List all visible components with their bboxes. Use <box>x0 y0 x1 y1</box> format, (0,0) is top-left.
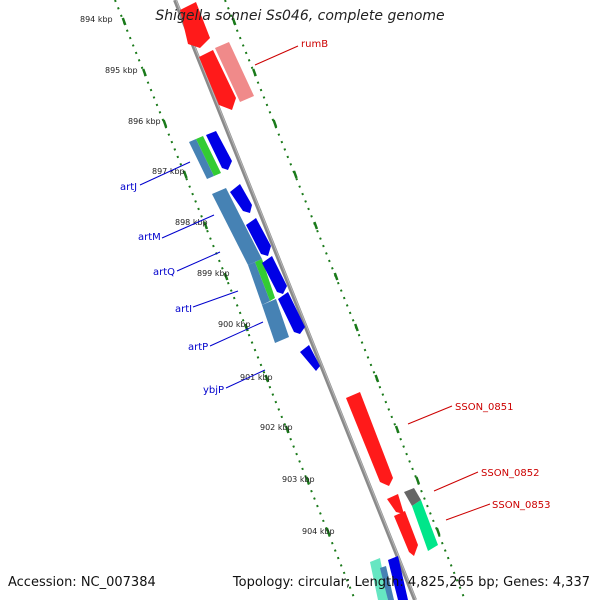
major-tick <box>272 119 278 128</box>
artI-leader <box>192 290 239 308</box>
major-tick <box>252 68 257 77</box>
label-artM[interactable]: artM <box>138 232 161 243</box>
SSON_0853-leader <box>445 503 491 521</box>
artP-leader <box>209 321 264 347</box>
tick-label: 902 kbp <box>260 423 293 432</box>
major-tick <box>231 17 237 26</box>
tick-label: 904 kbp <box>302 527 335 536</box>
major-tick <box>354 323 359 332</box>
major-tick <box>142 68 147 77</box>
gene-SSON_0853[interactable] <box>412 500 438 551</box>
gene-bottom-blue[interactable] <box>388 556 408 600</box>
gene-SSON_0851[interactable] <box>346 392 393 486</box>
label-artJ[interactable]: artJ <box>120 182 137 193</box>
artJ-leader <box>139 161 191 186</box>
label-SSON_0852[interactable]: SSON_0852 <box>481 468 540 479</box>
major-tick <box>292 170 298 179</box>
backbone-highlight <box>175 0 417 600</box>
backbone-group <box>173 0 417 600</box>
ybjP-leader <box>225 369 266 389</box>
artM-leader <box>161 214 215 239</box>
label-ybjP[interactable]: ybjP <box>203 385 224 396</box>
gene-bottom-teal[interactable] <box>370 558 388 600</box>
tick-label: 899 kbp <box>197 269 230 278</box>
label-rumB[interactable]: rumB <box>301 39 328 50</box>
gene-artJ-green[interactable] <box>196 136 221 176</box>
gene-blue-3[interactable] <box>246 218 271 256</box>
rumB-leader <box>254 45 299 66</box>
tick-label: 895 kbp <box>105 66 138 75</box>
gene-rumB-adjacent[interactable] <box>199 50 236 110</box>
SSON_0851-leader <box>407 405 453 425</box>
label-SSON_0853[interactable]: SSON_0853 <box>492 500 551 511</box>
gene-SSON_0852-top[interactable] <box>387 494 404 514</box>
major-tick <box>313 221 319 230</box>
gene-blue-2[interactable] <box>230 184 252 213</box>
gene-artJ-block[interactable] <box>189 139 214 179</box>
major-tick <box>435 527 441 536</box>
label-SSON_0851[interactable]: SSON_0851 <box>455 402 514 413</box>
major-tick <box>374 374 380 383</box>
gene-blue-1[interactable] <box>206 131 232 170</box>
genes <box>180 2 438 600</box>
major-tick <box>162 119 168 128</box>
artQ-leader <box>176 251 221 272</box>
gene-blue-5[interactable] <box>278 292 305 334</box>
gene-SSON_0853-gray[interactable] <box>404 488 421 506</box>
genome-summary-text: Topology: circular; Length: 4,825,265 bp… <box>232 575 590 590</box>
label-artQ[interactable]: artQ <box>153 267 175 278</box>
major-ticks-left <box>121 17 331 536</box>
gene-rumB[interactable] <box>215 42 254 102</box>
gene-artM-block[interactable] <box>212 188 262 265</box>
gene-blue-4[interactable] <box>262 256 287 294</box>
gene-SSON_0852[interactable] <box>394 511 418 556</box>
major-tick <box>305 476 311 485</box>
label-lines <box>139 45 491 521</box>
label-artI[interactable]: artI <box>175 304 192 315</box>
scale-labels: 894 kbp 895 kbp 896 kbp 897 kbp 898 kbp … <box>80 15 335 536</box>
gene-artQ-green[interactable] <box>255 259 275 301</box>
label-artP[interactable]: artP <box>188 342 208 353</box>
major-tick <box>182 170 188 179</box>
tick-label: 898 kbp <box>175 218 208 227</box>
gene-artP-block[interactable] <box>262 299 289 343</box>
tick-label: 894 kbp <box>80 15 113 24</box>
tick-label: 900 kbp <box>218 320 251 329</box>
major-tick <box>415 476 421 485</box>
major-ticks-right <box>231 17 441 536</box>
major-tick <box>244 323 249 332</box>
gene-ybjP[interactable] <box>300 345 320 371</box>
major-tick <box>333 272 339 281</box>
tick-label: 896 kbp <box>128 117 161 126</box>
gene-name-labels: rumB artJ artM artQ artI artP ybjP SSON_… <box>120 39 551 511</box>
major-tick <box>284 425 290 434</box>
major-tick <box>264 374 270 383</box>
gene-bottom-steel[interactable] <box>380 566 394 600</box>
dna-backbone <box>173 0 417 600</box>
major-tick <box>325 527 331 536</box>
accession-text: Accession: NC_007384 <box>8 575 156 590</box>
tick-label: 901 kbp <box>240 373 273 382</box>
major-tick <box>121 17 127 26</box>
major-tick <box>203 221 209 230</box>
page-title: Shigella sonnei Ss046, complete genome <box>155 8 445 24</box>
major-tick <box>223 272 229 281</box>
tick-label: 903 kbp <box>282 475 315 484</box>
major-tick <box>394 425 400 434</box>
gene-artQ-block[interactable] <box>248 262 270 305</box>
gene-red-top[interactable] <box>180 2 210 48</box>
SSON_0852-leader <box>433 471 479 492</box>
